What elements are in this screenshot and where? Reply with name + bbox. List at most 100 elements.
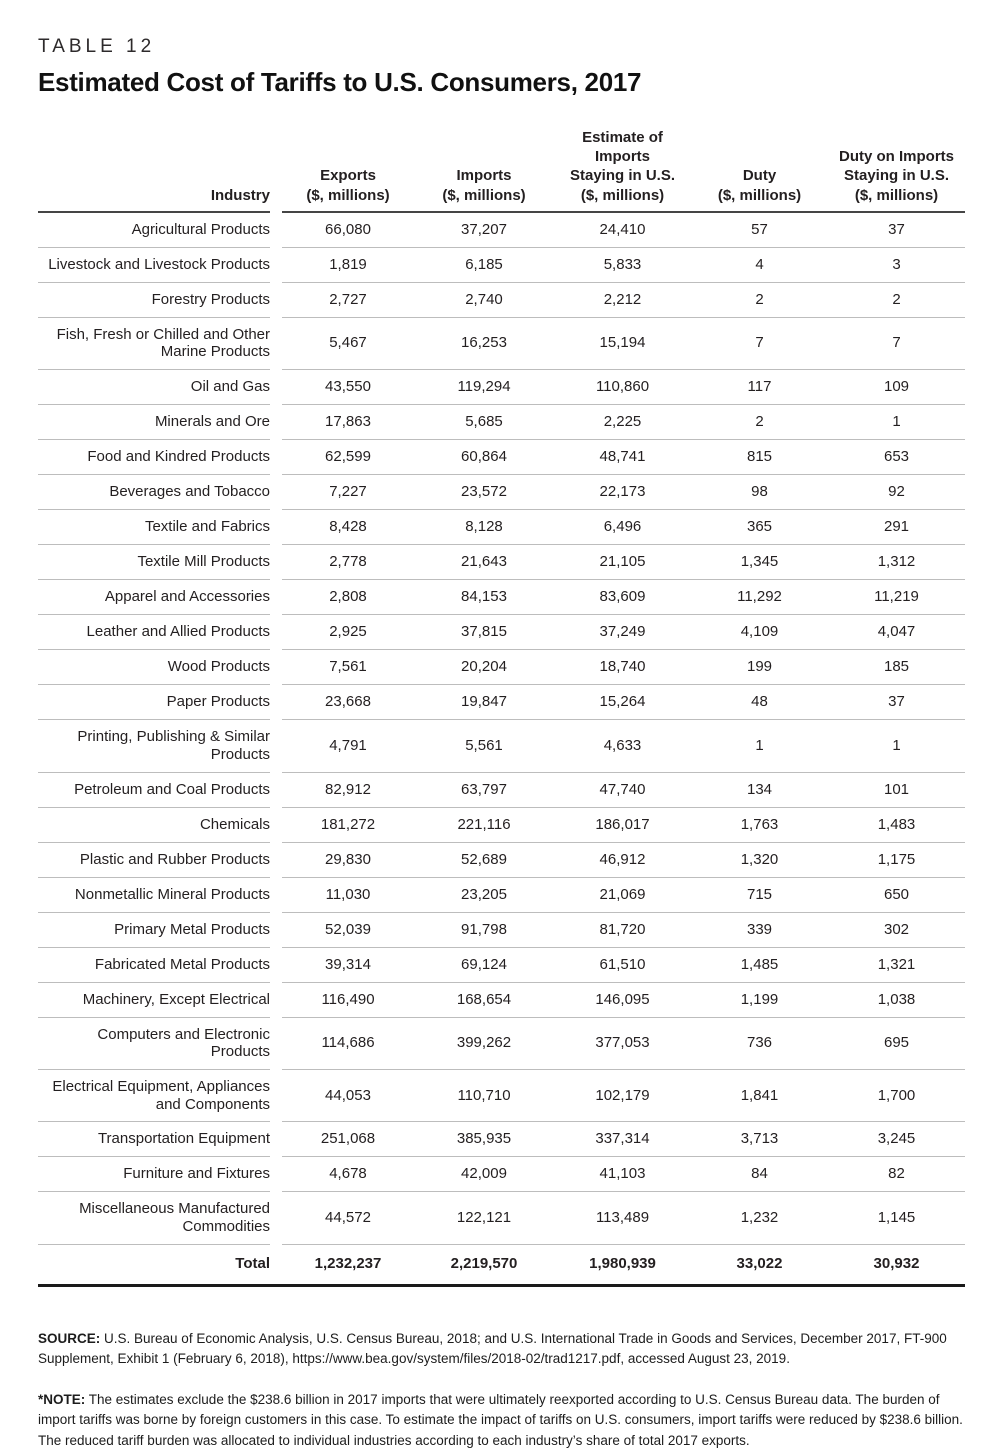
cell-imports-staying: 2,212 (554, 282, 691, 318)
cell-imports-staying: 22,173 (554, 474, 691, 511)
table-row: Textile and Fabrics 8,428 8,128 6,496 365 291 (38, 509, 965, 546)
cell-exports: 44,572 (282, 1191, 414, 1245)
cell-imports: 168,654 (414, 982, 554, 1018)
industry-label: Chemicals (38, 807, 270, 843)
cell-imports-staying: 46,912 (554, 842, 691, 878)
cell-exports: 5,467 (282, 317, 414, 371)
table-row: Apparel and Accessories 2,808 84,153 83,609… (38, 579, 965, 616)
column-header-line: Duty (742, 167, 777, 185)
cell-duty-staying: 37 (828, 211, 965, 248)
cell-exports: 181,272 (282, 807, 414, 843)
column-header-duty-staying: Duty on Imports Staying in U.S. ($, millio… (828, 128, 965, 213)
cell-duty-staying: 37 (828, 684, 965, 721)
cell-duty: 48 (691, 684, 828, 721)
table-row: Miscellaneous Manufactured Commodities 44… (38, 1191, 965, 1245)
table-row: Beverages and Tobacco 7,227 23,572 22,173 98… (38, 474, 965, 511)
cell-duty-staying: 1,483 (828, 807, 965, 843)
table-row: Food and Kindred Products 62,599 60,864 48,… (38, 439, 965, 476)
cell-imports-staying: 21,105 (554, 544, 691, 581)
column-gap (270, 685, 282, 720)
cell-imports: 110,710 (414, 1069, 554, 1123)
cell-exports: 17,863 (282, 404, 414, 441)
industry-label: Paper Products (38, 684, 270, 721)
note-text: The estimates exclude the $238.6 billion… (38, 1391, 963, 1448)
column-gap (270, 650, 282, 685)
cell-imports: 119,294 (414, 369, 554, 406)
cell-imports-staying: 186,017 (554, 807, 691, 843)
column-gap (270, 720, 282, 772)
cell-duty-staying: 185 (828, 649, 965, 686)
industry-label: Miscellaneous Manufactured Commodities (38, 1191, 270, 1245)
industry-label: Oil and Gas (38, 369, 270, 406)
column-gap (270, 317, 282, 369)
table-row: Leather and Allied Products 2,925 37,815 37… (38, 614, 965, 651)
column-header-line: Duty on Imports (839, 148, 954, 166)
methodology-note: *NOTE: The estimates exclude the $238.6 … (38, 1390, 965, 1451)
table-row: Petroleum and Coal Products 82,912 63,797 4… (38, 772, 965, 808)
cell-imports-staying: 48,741 (554, 439, 691, 476)
industry-label: Forestry Products (38, 282, 270, 318)
cell-imports-staying: 15,194 (554, 317, 691, 371)
cell-duty: 1,345 (691, 544, 828, 581)
cell-duty-staying: 1,321 (828, 947, 965, 983)
cell-duty: 134 (691, 772, 828, 808)
total-row: Total 1,232,237 2,219,570 1,980,939 33,022 30… (38, 1244, 965, 1287)
column-gap (270, 1244, 282, 1287)
cell-duty-staying: 1 (828, 404, 965, 441)
column-gap (270, 282, 282, 317)
table-row: Fish, Fresh or Chilled and Other Marine … (38, 317, 965, 371)
table-row: Chemicals 181,272 221,116 186,017 1,763 1,483 (38, 807, 965, 843)
cell-imports: 19,847 (414, 684, 554, 721)
cell-imports: 2,740 (414, 282, 554, 318)
cell-duty-staying: 1,312 (828, 544, 965, 581)
column-gap (270, 842, 282, 877)
cell-imports-staying: 83,609 (554, 579, 691, 616)
cell-imports: 63,797 (414, 772, 554, 808)
cell-duty-staying: 109 (828, 369, 965, 406)
column-gap (270, 405, 282, 440)
column-gap (270, 370, 282, 405)
cell-imports-staying: 15,264 (554, 684, 691, 721)
cell-duty: 3,713 (691, 1121, 828, 1158)
column-header-line: Staying in U.S. (843, 167, 949, 185)
column-header-line: Imports (594, 148, 650, 166)
cell-duty: 2 (691, 404, 828, 441)
cell-duty: 11,292 (691, 579, 828, 616)
cell-imports-staying: 146,095 (554, 982, 691, 1018)
column-gap (270, 1192, 282, 1244)
column-header-line: Imports (456, 167, 512, 185)
cell-exports: 11,030 (282, 877, 414, 913)
cell-imports: 6,185 (414, 247, 554, 283)
cell-imports: 399,262 (414, 1017, 554, 1070)
industry-label: Transportation Equipment (38, 1121, 270, 1158)
industry-label: Apparel and Accessories (38, 579, 270, 616)
column-gap (270, 807, 282, 842)
cell-duty-staying: 4,047 (828, 614, 965, 651)
industry-label: Nonmetallic Mineral Products (38, 877, 270, 913)
cell-duty: 33,022 (691, 1244, 828, 1287)
cell-imports: 221,116 (414, 807, 554, 843)
cell-imports-staying: 113,489 (554, 1191, 691, 1245)
total-label: Total (38, 1244, 270, 1287)
industry-label: Textile and Fabrics (38, 509, 270, 546)
cell-imports: 385,935 (414, 1121, 554, 1158)
cell-duty-staying: 291 (828, 509, 965, 546)
cell-imports: 84,153 (414, 579, 554, 616)
cell-duty: 1,232 (691, 1191, 828, 1245)
column-gap (270, 580, 282, 615)
cell-exports: 7,227 (282, 474, 414, 511)
cell-exports: 82,912 (282, 772, 414, 808)
industry-label: Petroleum and Coal Products (38, 772, 270, 808)
tariffs-table: Industry Exports ($, millions) Imports ($, m… (38, 128, 965, 1287)
cell-exports: 2,808 (282, 579, 414, 616)
industry-label: Printing, Publishing & Similar Products (38, 719, 270, 773)
cell-duty: 1 (691, 719, 828, 773)
cell-exports: 1,232,237 (282, 1244, 414, 1287)
industry-label: Beverages and Tobacco (38, 474, 270, 511)
cell-exports: 2,727 (282, 282, 414, 318)
column-header-line: ($, millions) (717, 186, 802, 204)
cell-imports-staying: 21,069 (554, 877, 691, 913)
column-header-line: ($, millions) (580, 186, 665, 204)
cell-duty: 4,109 (691, 614, 828, 651)
